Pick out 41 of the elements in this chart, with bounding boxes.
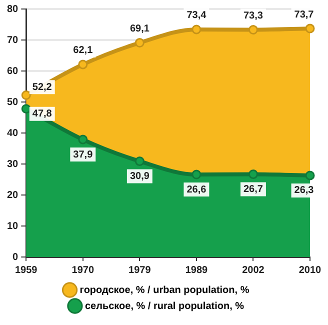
- data-label: 26,6: [186, 184, 207, 196]
- data-label: 69,1: [130, 24, 150, 35]
- point: [78, 134, 88, 144]
- point: [134, 38, 144, 48]
- data-label: 26,7: [243, 184, 264, 195]
- legend-label: сельское, % / rural population, %: [84, 300, 244, 312]
- data-label: 52,2: [32, 82, 52, 93]
- y-tick-label: 80: [7, 4, 19, 15]
- y-tick-label: 60: [7, 66, 19, 77]
- point: [192, 24, 202, 34]
- point: [192, 170, 202, 180]
- data-label: 47,8: [32, 108, 52, 120]
- data-label: 30,9: [130, 170, 150, 182]
- y-tick-label: 40: [7, 128, 19, 139]
- x-tick-label: 1970: [72, 264, 94, 276]
- point: [248, 25, 258, 35]
- y-tick-label: 20: [7, 190, 19, 201]
- data-label: 26,3: [294, 185, 314, 196]
- x-tick-label: 1959: [15, 264, 38, 276]
- point: [134, 156, 144, 166]
- y-tick-label: 10: [7, 220, 19, 232]
- x-tick-label: 2002: [242, 264, 265, 276]
- data-label: 73,7: [294, 9, 314, 20]
- y-tick-label: 70: [7, 34, 19, 46]
- y-tick-label: 50: [7, 96, 19, 108]
- y-tick-label: 0: [12, 252, 19, 263]
- point: [305, 170, 315, 180]
- point: [305, 24, 315, 34]
- data-label: 73,4: [186, 10, 207, 22]
- legend-label: городское, % / urban population, %: [80, 284, 250, 296]
- y-tick-label: 30: [7, 158, 19, 170]
- point: [21, 90, 31, 100]
- x-tick-label: 2010: [298, 264, 322, 276]
- x-tick-label: 1989: [185, 264, 208, 276]
- point: [248, 169, 258, 179]
- data-label: 37,9: [73, 149, 94, 160]
- data-label: 73,3: [243, 10, 264, 22]
- data-label: 62,1: [73, 45, 94, 56]
- x-tick-label: 1979: [128, 264, 152, 276]
- point: [21, 104, 31, 114]
- point: [78, 60, 88, 70]
